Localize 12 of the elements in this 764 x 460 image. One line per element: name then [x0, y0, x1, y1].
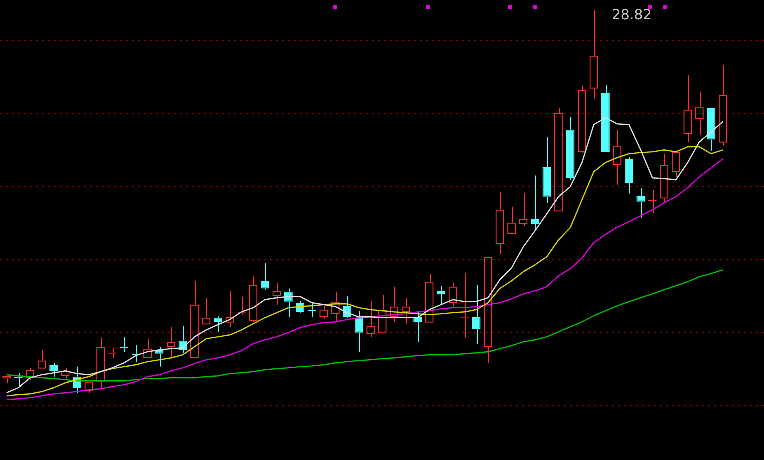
candlestick: [531, 175, 540, 230]
candlestick: [155, 346, 164, 368]
candlestick: [601, 84, 610, 152]
candlestick: [354, 310, 364, 352]
candlestick: [542, 136, 552, 204]
candlestick: [624, 156, 634, 194]
candlestick: [214, 315, 222, 333]
candlestick: [414, 310, 422, 343]
candlestick: [437, 286, 446, 306]
candlestick: [636, 188, 646, 218]
candlestick: [566, 116, 575, 181]
annotation: 28.82: [612, 8, 652, 24]
